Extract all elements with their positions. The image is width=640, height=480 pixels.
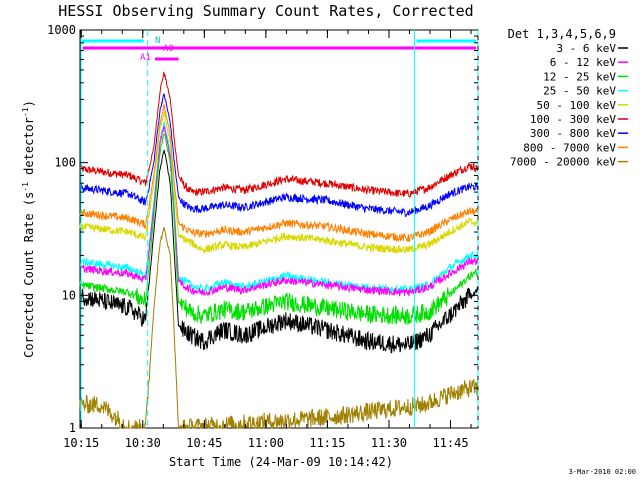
y-tick-label: 1000 — [47, 23, 76, 37]
legend-label: 50 - 100 keV — [537, 99, 617, 112]
series-line-6 — [79, 125, 479, 298]
attenuator-label-a1: A1 — [140, 53, 151, 63]
x-tick-label: 10:30 — [125, 436, 161, 450]
series-line-8 — [79, 149, 479, 354]
night-label: N — [155, 36, 160, 46]
y-tick-label: 1 — [69, 421, 76, 435]
legend-label: 12 - 25 keV — [543, 70, 616, 83]
legend-label: 300 - 800 keV — [530, 127, 616, 140]
series-layer — [79, 71, 479, 430]
y-tick-label: 10 — [62, 288, 76, 302]
y-axis-title: Corrected Count Rate (s-1 detector-1) — [21, 100, 36, 358]
series-line-2 — [79, 93, 479, 218]
series-line-4 — [79, 111, 479, 254]
x-tick-label: 11:30 — [371, 436, 407, 450]
y-axis-title-main: Corrected Count Rate (s — [22, 192, 36, 358]
y-axis-title-sup1: -1 — [21, 182, 30, 192]
legend-label: 100 - 300 keV — [530, 113, 616, 126]
marker-layer — [80, 30, 479, 428]
plot-frame — [79, 29, 479, 429]
legend-label: 800 - 7000 keV — [523, 141, 616, 154]
series-line-3 — [79, 104, 479, 243]
legend-label: 7000 - 20000 keV — [510, 156, 616, 169]
axis-layer: 10:15 10:30 10:45 11:00 11:15 11:30 11:45 1 10 10… — [47, 23, 478, 450]
series-line-7 — [79, 133, 479, 326]
y-axis-title-sup2: -1 — [21, 107, 30, 117]
y-axis-title-mid: detector — [22, 117, 36, 182]
x-tick-label: 11:00 — [248, 436, 284, 450]
attenuator-label-a0: A0 — [163, 44, 174, 54]
x-tick-label: 10:15 — [63, 436, 99, 450]
legend-label: 6 - 12 keV — [550, 56, 617, 69]
series-line-5 — [79, 121, 479, 296]
chart-title: HESSI Observing Summary Count Rates, Cor… — [58, 2, 473, 20]
x-axis-title: Start Time (24-Mar-09 10:14:42) — [169, 455, 393, 469]
series-line-1 — [79, 71, 479, 198]
series-line-9 — [79, 226, 479, 430]
x-tick-label: 10:45 — [186, 436, 222, 450]
footer-date: 3-Mar-2010 02:00 — [569, 468, 636, 476]
legend-title: Det 1,3,4,5,6,9 — [508, 27, 616, 41]
y-axis-title-end: ) — [22, 100, 36, 107]
y-tick-label: 100 — [54, 156, 76, 170]
legend-label: 25 - 50 keV — [543, 85, 616, 98]
x-tick-label: 11:45 — [432, 436, 468, 450]
legend-label: 3 - 6 keV — [556, 42, 616, 55]
x-tick-label: 11:15 — [309, 436, 345, 450]
